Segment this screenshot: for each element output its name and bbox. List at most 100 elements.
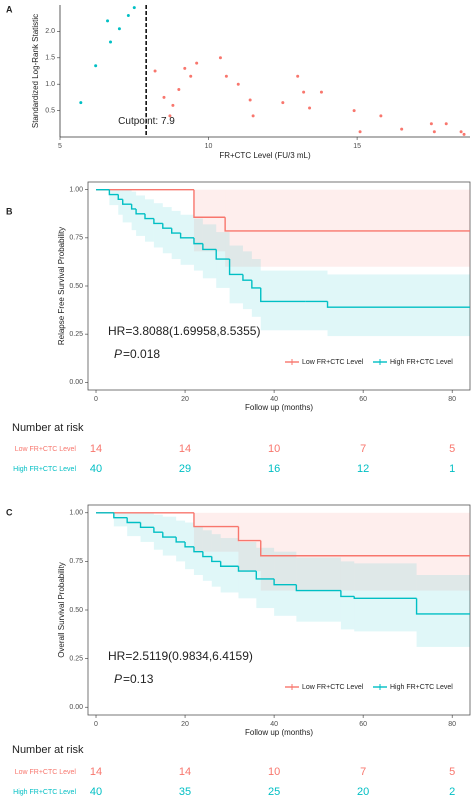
risk-count: 14	[90, 443, 102, 455]
y-tick-label: 0.25	[69, 331, 83, 338]
y-tick-label: 0.5	[45, 107, 55, 114]
point	[251, 114, 255, 118]
point	[132, 6, 136, 10]
survival-step	[326, 301, 470, 308]
risk-count: 16	[268, 463, 280, 475]
ci-band	[136, 195, 145, 236]
survival-step	[171, 228, 181, 234]
survival-step	[237, 566, 257, 572]
point	[94, 64, 98, 68]
risk-count: 20	[357, 786, 369, 798]
panel-letter: B	[6, 206, 13, 216]
ci-band	[216, 232, 230, 288]
x-tick-label: 5	[58, 143, 62, 150]
survival-step	[340, 590, 355, 598]
y-axis-title: Relapse Free Survival Probability	[57, 227, 66, 345]
x-tick-label: 80	[448, 396, 456, 403]
x-axis-title: FR+CTC Level (FU/3 mL)	[219, 151, 311, 160]
ci-band	[260, 270, 306, 331]
survival-step	[179, 233, 194, 239]
risk-title: Number at risk	[12, 422, 84, 434]
ci-band	[416, 575, 470, 647]
ci-band	[296, 557, 341, 622]
x-tick-label: 0	[94, 721, 98, 728]
risk-count: 1	[449, 463, 455, 475]
y-tick-label: 0.75	[69, 558, 83, 565]
ci-band	[185, 522, 194, 570]
risk-count: 40	[90, 786, 102, 798]
survival-step	[193, 189, 226, 218]
risk-count: 5	[449, 443, 455, 455]
point	[379, 114, 383, 118]
x-tick-label: 60	[359, 721, 367, 728]
ci-band	[109, 189, 119, 206]
ci-band	[122, 189, 132, 223]
survival-step	[108, 189, 119, 196]
y-tick-label: 0.00	[69, 379, 83, 386]
ci-band	[127, 512, 141, 537]
survival-step	[219, 561, 239, 567]
ci-band	[305, 270, 328, 331]
y-tick-label: 1.5	[45, 55, 55, 62]
hazard-ratio: HR=2.5119(0.9834,6.4159)	[108, 649, 253, 663]
point	[400, 127, 404, 131]
y-axis-title: Overall Survival Probability	[57, 562, 66, 658]
risk-count: 25	[268, 786, 280, 798]
x-tick-label: 15	[353, 143, 361, 150]
point	[459, 130, 463, 134]
point	[236, 82, 240, 86]
survival-step	[126, 517, 141, 524]
survival-step	[202, 243, 217, 251]
x-axis-title: Follow up (months)	[245, 403, 313, 412]
survival-step	[153, 527, 163, 533]
plot-frame	[87, 181, 471, 391]
x-tick-label: 10	[205, 143, 213, 150]
risk-row-label: Low FR+CTC Level	[15, 446, 77, 453]
point	[79, 101, 83, 105]
survival-step	[162, 223, 172, 229]
risk-count: 10	[268, 766, 280, 778]
point	[319, 90, 323, 94]
survival-step	[295, 584, 341, 592]
x-axis-title: Follow up (months)	[245, 728, 313, 737]
point	[302, 90, 306, 94]
survival-step	[139, 522, 154, 529]
point	[296, 74, 300, 78]
point	[171, 103, 175, 107]
risk-count: 29	[179, 463, 191, 475]
ci-band	[340, 561, 355, 630]
point	[429, 122, 433, 126]
p-value: =0.018	[123, 347, 160, 361]
survival-step	[130, 204, 137, 210]
point	[109, 40, 113, 44]
point	[218, 56, 222, 60]
point	[352, 109, 356, 113]
point	[432, 130, 436, 134]
survival-step	[260, 540, 470, 557]
survival-step	[193, 237, 203, 245]
risk-count: 14	[179, 443, 191, 455]
point	[126, 14, 130, 18]
ci-band	[131, 191, 137, 231]
y-tick-label: 1.00	[69, 510, 83, 517]
p-value: =0.13	[123, 672, 154, 686]
point	[195, 61, 199, 65]
panel-letter: A	[6, 4, 13, 14]
ci-band	[162, 207, 172, 254]
survival-step	[135, 208, 145, 215]
point	[153, 69, 157, 73]
legend-label: High FR+CTC Level	[390, 684, 453, 691]
ci-band	[225, 189, 470, 267]
point	[168, 114, 172, 118]
ci-band	[171, 210, 181, 260]
survival-step	[117, 194, 123, 201]
point	[358, 130, 362, 134]
risk-count: 14	[90, 766, 102, 778]
risk-count: 5	[449, 766, 455, 778]
ci-band	[238, 512, 261, 572]
ci-band	[193, 218, 203, 271]
point	[224, 74, 228, 78]
y-tick-label: 0.75	[69, 235, 83, 242]
y-tick-label: 2.0	[45, 28, 55, 35]
